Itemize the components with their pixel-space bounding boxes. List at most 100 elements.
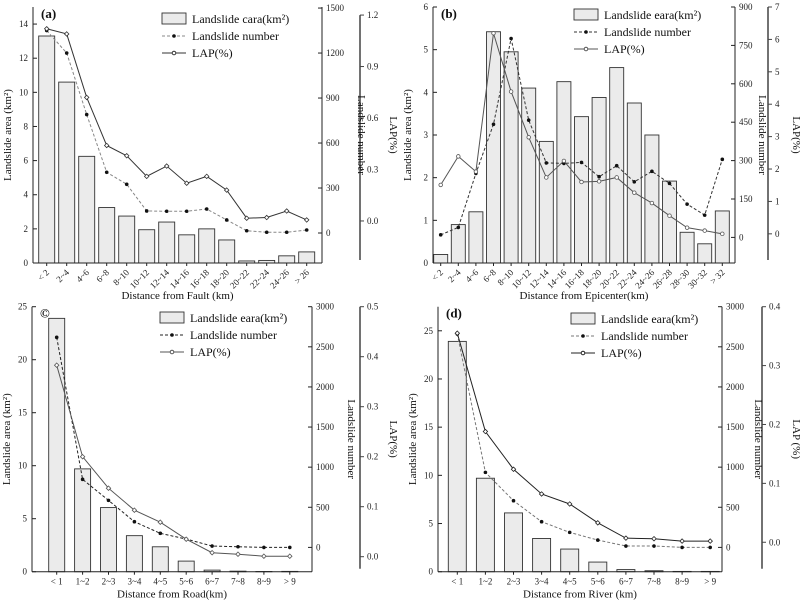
x-tick-label: < 2 bbox=[36, 267, 51, 282]
x-tick-label: 24~26 bbox=[268, 267, 292, 291]
bar bbox=[503, 51, 519, 264]
lap-point bbox=[163, 163, 170, 169]
lap-point bbox=[614, 175, 619, 180]
x-tick-label: 30~32 bbox=[686, 267, 709, 290]
number-tick-label: 150 bbox=[739, 194, 753, 204]
lap-point bbox=[103, 142, 110, 149]
legend-bar-swatch bbox=[570, 312, 596, 325]
left-tick-label: 15 bbox=[424, 422, 434, 432]
left-tick-label: 12 bbox=[19, 53, 28, 63]
number-point bbox=[491, 122, 496, 127]
bar bbox=[538, 140, 554, 264]
bar bbox=[697, 243, 713, 264]
left-tick-label: 6 bbox=[424, 2, 429, 12]
bar bbox=[158, 221, 176, 264]
x-tick-label: > 9 bbox=[704, 577, 716, 587]
lap-point bbox=[263, 214, 270, 221]
x-tick-label: 4~6 bbox=[463, 267, 480, 284]
number-tick-label: 600 bbox=[326, 138, 340, 148]
number-tick-label: 1500 bbox=[316, 422, 335, 432]
x-axis-title: Distance from Epicenter(km) bbox=[520, 290, 649, 302]
panel-label: (b) bbox=[441, 6, 457, 21]
lap-point bbox=[131, 507, 138, 513]
legend-lap-marker bbox=[171, 50, 177, 56]
lap-tick-label: 1 bbox=[775, 196, 780, 206]
lap-point bbox=[720, 231, 725, 237]
left-tick-label: 20 bbox=[18, 355, 28, 365]
lap-point bbox=[482, 428, 489, 435]
number-point bbox=[54, 335, 59, 340]
left-tick-label: 0 bbox=[424, 258, 429, 268]
x-axis-title: Distance from Road(km) bbox=[117, 589, 227, 601]
number-point bbox=[511, 498, 516, 503]
number-axis-title: Landslide number bbox=[756, 95, 768, 175]
left-tick-label: 6 bbox=[24, 156, 29, 166]
lap-point bbox=[79, 453, 86, 460]
number-point bbox=[720, 157, 725, 162]
lap-point bbox=[83, 94, 90, 101]
lap-tick-label: 0.3 bbox=[367, 402, 379, 412]
legend-number-label: Landslide number bbox=[192, 29, 279, 43]
lap-point bbox=[287, 553, 293, 559]
lap-point bbox=[707, 538, 713, 544]
lap-point bbox=[53, 362, 60, 368]
bar bbox=[504, 512, 523, 573]
x-tick-label: 16~18 bbox=[188, 267, 212, 291]
lap-point bbox=[454, 330, 461, 336]
x-tick-label: 3~4 bbox=[127, 577, 141, 587]
number-tick-label: 2500 bbox=[316, 342, 335, 352]
number-point bbox=[104, 170, 109, 175]
lap-tick-label: 3 bbox=[775, 132, 780, 142]
legend-lap-label: LAP(%) bbox=[604, 42, 645, 56]
number-tick-label: 0 bbox=[316, 542, 321, 552]
number-point bbox=[526, 118, 531, 122]
left-tick-label: 4 bbox=[24, 190, 29, 200]
number-point bbox=[106, 498, 111, 503]
lap-axis-title: LAP(%) bbox=[387, 421, 399, 459]
lap-line bbox=[56, 365, 290, 557]
lap-point bbox=[157, 519, 164, 525]
lap-point bbox=[702, 228, 707, 233]
lap-tick-label: 2 bbox=[775, 164, 780, 174]
number-tick-label: 0 bbox=[326, 228, 331, 238]
left-tick-label: 15 bbox=[18, 408, 28, 418]
bar bbox=[278, 255, 296, 264]
bar bbox=[714, 210, 730, 264]
x-tick-label: 4~5 bbox=[153, 577, 167, 587]
bar bbox=[198, 228, 216, 264]
lap-point bbox=[183, 180, 190, 186]
left-tick-label: 4 bbox=[424, 87, 429, 97]
bar bbox=[475, 477, 495, 573]
panel-label: (d) bbox=[446, 306, 462, 321]
lap-point bbox=[235, 551, 241, 557]
x-tick-label: > 26 bbox=[292, 267, 311, 286]
legend-bar-label: Landslide eara(km²) bbox=[190, 311, 287, 325]
bar bbox=[433, 254, 449, 264]
number-point bbox=[144, 209, 149, 213]
bar bbox=[298, 251, 316, 264]
number-tick-label: 500 bbox=[316, 502, 330, 512]
number-point bbox=[158, 531, 163, 536]
bar bbox=[58, 81, 76, 264]
panel-label: © bbox=[40, 306, 50, 321]
number-point bbox=[284, 230, 289, 235]
lap-point bbox=[651, 535, 657, 542]
x-tick-label: 8~9 bbox=[675, 577, 689, 587]
lap-point bbox=[63, 31, 70, 37]
bar bbox=[178, 234, 196, 264]
lap-point bbox=[538, 491, 545, 497]
number-point bbox=[262, 545, 266, 550]
bar bbox=[486, 31, 501, 264]
lap-point bbox=[579, 179, 584, 185]
lap-point bbox=[261, 553, 267, 559]
bar bbox=[521, 87, 537, 264]
number-point bbox=[304, 228, 309, 232]
number-point bbox=[685, 202, 689, 206]
number-tick-label: 750 bbox=[739, 40, 753, 50]
number-point bbox=[244, 228, 249, 233]
x-tick-label: 14~16 bbox=[168, 267, 192, 291]
number-tick-label: 2500 bbox=[726, 342, 745, 352]
number-point bbox=[210, 544, 214, 548]
x-tick-label: 18~20 bbox=[208, 267, 232, 291]
x-tick-label: 3~4 bbox=[535, 577, 549, 587]
